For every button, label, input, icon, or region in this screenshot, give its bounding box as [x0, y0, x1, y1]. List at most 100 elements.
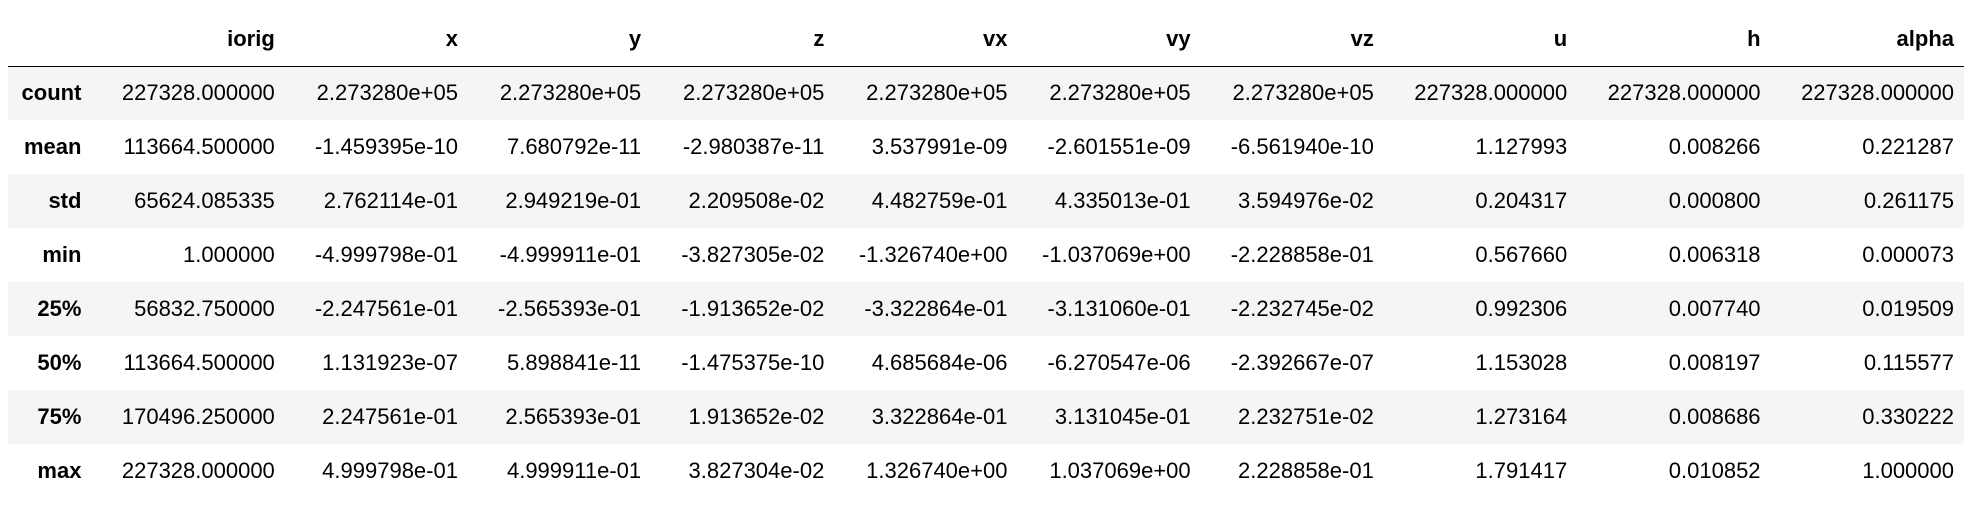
- column-header-vz: vz: [1200, 0, 1384, 67]
- table-cell: -4.999911e-01: [499, 242, 642, 267]
- table-cell: 3.322864e-01: [871, 404, 1008, 429]
- table-header: iorig x y z vx vy vz u h alpha: [8, 0, 1964, 67]
- table-cell: 0.008686: [1668, 404, 1761, 429]
- row-label: count: [21, 80, 82, 106]
- table-cell: 0.006318: [1668, 242, 1761, 267]
- table-cell: 2.273280e+05: [499, 80, 642, 106]
- table-cell: 3.131045e-01: [1054, 404, 1191, 429]
- row-label: 25%: [37, 296, 82, 321]
- table-cell: 1.791417: [1475, 458, 1568, 483]
- table-cell: 4.482759e-01: [871, 188, 1008, 213]
- column-header-vx: vx: [834, 0, 1018, 67]
- table-body: count 227328.000000 2.273280e+05 2.27328…: [8, 66, 1964, 498]
- table-cell: 0.008197: [1668, 350, 1761, 375]
- table-cell: -1.459395e-10: [314, 134, 458, 159]
- table-cell: -1.326740e+00: [858, 242, 1008, 267]
- table-cell: -1.913652e-02: [681, 296, 825, 321]
- table-cell: 2.247561e-01: [322, 404, 458, 429]
- table-cell: 65624.085335: [134, 188, 275, 213]
- row-label: min: [42, 242, 82, 267]
- table-cell: -2.247561e-01: [314, 296, 458, 321]
- table-cell: 0.204317: [1475, 188, 1568, 213]
- table-row-max: max 227328.000000 4.999798e-01 4.999911e…: [8, 444, 1964, 498]
- column-header-z: z: [651, 0, 835, 67]
- table-cell: 0.221287: [1862, 134, 1954, 159]
- table-cell: -2.601551e-09: [1047, 134, 1191, 159]
- table-cell: 1.127993: [1475, 134, 1568, 159]
- table-cell: 4.999911e-01: [506, 458, 642, 483]
- table-row-min: min 1.000000 -4.999798e-01 -4.999911e-01…: [8, 228, 1964, 282]
- row-label: 50%: [37, 350, 82, 375]
- table-cell: 56832.750000: [134, 296, 275, 321]
- table-cell: 5.898841e-11: [506, 350, 642, 375]
- table-cell: 227328.000000: [1607, 80, 1761, 106]
- table-cell: 2.273280e+05: [866, 80, 1008, 106]
- table-cell: 227328.000000: [1801, 80, 1954, 106]
- column-header-iorig: iorig: [91, 0, 285, 67]
- table-cell: 227328.000000: [121, 458, 275, 483]
- table-cell: -2.980387e-11: [682, 134, 825, 159]
- table-cell: -2.228858e-01: [1230, 242, 1374, 267]
- table-cell: 1.037069e+00: [1049, 458, 1191, 483]
- table-cell: 7.680792e-11: [506, 134, 642, 159]
- table-cell: 227328.000000: [1414, 80, 1568, 106]
- table-cell: 3.827304e-02: [688, 458, 825, 483]
- table-cell: 3.594976e-02: [1238, 188, 1374, 213]
- table-cell: 1.000000: [1862, 458, 1954, 483]
- row-label: mean: [23, 134, 82, 159]
- table-cell: 0.992306: [1475, 296, 1568, 321]
- column-header-vy: vy: [1017, 0, 1201, 67]
- table-row-mean: mean 113664.500000 -1.459395e-10 7.68079…: [8, 120, 1964, 174]
- table-cell: 170496.250000: [121, 404, 275, 429]
- row-label: 75%: [37, 404, 82, 429]
- column-header-alpha: alpha: [1770, 0, 1964, 67]
- table-cell: 2.232751e-02: [1238, 404, 1374, 429]
- column-header-x: x: [284, 0, 468, 67]
- row-label: max: [37, 458, 82, 483]
- table-cell: -3.131060e-01: [1047, 296, 1191, 321]
- column-header-h: h: [1577, 0, 1771, 67]
- table-cell: 0.007740: [1668, 296, 1761, 321]
- table-cell: 0.330222: [1862, 404, 1954, 429]
- table-cell: 4.335013e-01: [1054, 188, 1191, 213]
- table-row-25pct: 25% 56832.750000 -2.247561e-01 -2.565393…: [8, 282, 1964, 336]
- index-header: [8, 0, 92, 67]
- table-cell: -6.270547e-06: [1047, 350, 1191, 375]
- table-cell: 0.115577: [1863, 350, 1954, 375]
- table-cell: 1.000000: [183, 242, 275, 267]
- table-cell: 4.685684e-06: [871, 350, 1008, 375]
- table-cell: -2.232745e-02: [1230, 296, 1374, 321]
- table-row-75pct: 75% 170496.250000 2.247561e-01 2.565393e…: [8, 390, 1964, 444]
- table-cell: 0.000073: [1862, 242, 1954, 267]
- table-cell: 2.273280e+05: [1049, 80, 1191, 106]
- column-header-y: y: [467, 0, 652, 67]
- table-cell: 3.537991e-09: [871, 134, 1008, 159]
- table-cell: 2.949219e-01: [505, 188, 642, 213]
- table-cell: 1.153028: [1475, 350, 1568, 375]
- table-cell: 2.209508e-02: [688, 188, 825, 213]
- table-cell: -3.322864e-01: [864, 296, 1008, 321]
- table-cell: 113664.500000: [123, 134, 275, 159]
- table-cell: 1.273164: [1475, 404, 1568, 429]
- table-cell: -4.999798e-01: [314, 242, 458, 267]
- row-label: std: [48, 188, 82, 213]
- table-cell: -2.565393e-01: [498, 296, 642, 321]
- table-cell: 0.008266: [1668, 134, 1761, 159]
- table-cell: 1.326740e+00: [866, 458, 1008, 483]
- table-row-count: count 227328.000000 2.273280e+05 2.27328…: [8, 66, 1964, 120]
- table-cell: 0.010852: [1668, 458, 1761, 483]
- table-cell: 2.273280e+05: [1232, 80, 1374, 106]
- table-cell: 0.000800: [1668, 188, 1761, 213]
- table-cell: 4.999798e-01: [322, 458, 458, 483]
- table-cell: 113664.500000: [123, 350, 275, 375]
- table-cell: 2.565393e-01: [505, 404, 642, 429]
- table-cell: -2.392667e-07: [1230, 350, 1374, 375]
- table-cell: -6.561940e-10: [1230, 134, 1374, 159]
- table-cell: -1.475375e-10: [681, 350, 825, 375]
- table-cell: 227328.000000: [121, 80, 275, 106]
- table-cell: 2.762114e-01: [323, 188, 458, 213]
- dataframe-output: iorig x y z vx vy vz u h alpha count 227…: [8, 0, 1964, 498]
- table-cell: 0.261175: [1863, 188, 1954, 213]
- table-cell: 1.131923e-07: [322, 350, 458, 375]
- table-cell: -1.037069e+00: [1042, 242, 1191, 267]
